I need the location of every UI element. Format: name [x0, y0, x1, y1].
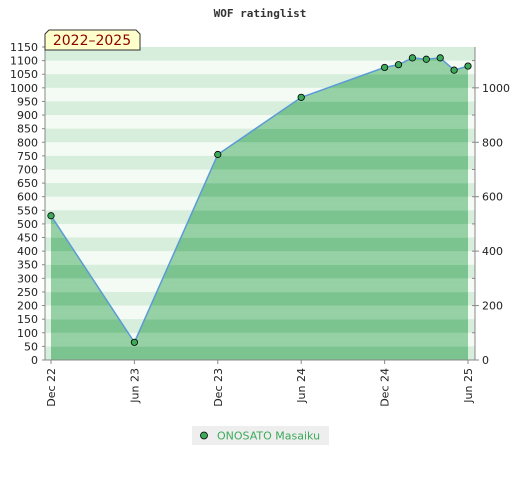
background-band	[45, 101, 475, 109]
area-stripe	[51, 203, 468, 211]
background-band	[45, 60, 475, 68]
right-tick-label: 400	[482, 245, 503, 258]
area-stripe	[51, 230, 468, 238]
data-point	[450, 66, 458, 74]
x-tick-label: Jun 23	[128, 368, 141, 404]
left-tick-label: 650	[17, 177, 38, 190]
area-stripe	[51, 223, 468, 232]
left-tick-label: 50	[24, 340, 38, 353]
x-tick-label: Dec 22	[45, 368, 58, 407]
left-tick-label: 900	[17, 109, 38, 122]
left-tick-label: 200	[17, 300, 38, 313]
left-tick-label: 0	[31, 354, 38, 367]
data-point	[408, 54, 416, 62]
legend-label: ONOSATO Masaiku	[217, 430, 320, 443]
series-markers	[47, 54, 472, 346]
left-tick-label: 1100	[10, 55, 38, 68]
background-band	[45, 115, 475, 123]
left-tick-label: 1050	[10, 68, 38, 81]
data-point	[297, 93, 305, 101]
x-tick-label: Jun 24	[295, 368, 308, 404]
right-tick-label: 600	[482, 191, 503, 204]
left-tick-label: 350	[17, 259, 38, 272]
x-tick-label: Jun 25	[462, 368, 475, 404]
data-point	[47, 212, 55, 220]
period-badge-label: 2022–2025	[53, 33, 131, 49]
area-stripe	[51, 142, 468, 150]
right-tick-label: 800	[482, 136, 503, 149]
area-stripe	[51, 176, 468, 184]
left-tick-label: 1150	[10, 41, 38, 54]
left-tick-label: 150	[17, 313, 38, 326]
background-band	[45, 108, 475, 116]
left-tick-label: 1000	[10, 82, 38, 95]
x-tick-label: Dec 23	[212, 368, 225, 407]
left-tick-label: 750	[17, 150, 38, 163]
period-badge: 2022–2025	[44, 29, 141, 51]
data-point	[436, 54, 444, 62]
area-stripe	[51, 278, 468, 286]
data-point	[130, 338, 138, 346]
chart-title: WOF ratinglist	[214, 7, 307, 20]
area-stripe	[51, 305, 468, 313]
right-axis-ticks: 0 200 400 600 800 1000	[472, 60, 510, 367]
left-axis-ticks: 0501001502002503003504004505005506006507…	[10, 41, 45, 367]
background-band	[45, 53, 475, 61]
background-band	[45, 74, 475, 82]
area-stripe	[51, 285, 468, 293]
left-tick-label: 100	[17, 327, 38, 340]
area-stripe	[51, 312, 468, 320]
legend-marker	[200, 431, 208, 440]
left-tick-label: 700	[17, 163, 38, 176]
area-stripe	[51, 257, 468, 266]
background-band	[45, 81, 475, 89]
area-stripe	[51, 251, 468, 259]
background-band	[45, 87, 475, 95]
period-badge-box	[44, 29, 141, 51]
data-point	[464, 62, 472, 70]
left-tick-label: 250	[17, 286, 38, 299]
background-band	[45, 67, 475, 75]
right-tick-label: 1000	[482, 82, 510, 95]
left-tick-label: 850	[17, 123, 38, 136]
area-stripe	[51, 339, 468, 347]
area-stripe	[51, 169, 468, 177]
data-point	[380, 63, 389, 72]
left-tick-label: 600	[17, 191, 38, 204]
area-stripe	[51, 149, 468, 157]
area-stripe	[51, 332, 468, 340]
right-tick-label: 200	[482, 300, 503, 313]
left-tick-label: 800	[17, 136, 38, 149]
left-tick-label: 550	[17, 204, 38, 217]
left-tick-label: 300	[17, 272, 38, 285]
right-tick-label: 0	[482, 354, 489, 367]
left-tick-label: 400	[17, 245, 38, 258]
x-tick-label: Dec 24	[379, 368, 392, 407]
left-tick-label: 500	[17, 218, 38, 231]
legend: ONOSATO Masaiku	[192, 426, 329, 445]
left-tick-label: 950	[17, 95, 38, 108]
data-point	[214, 150, 222, 159]
data-point	[394, 61, 403, 69]
data-point	[422, 55, 430, 63]
area-stripe	[51, 196, 468, 204]
left-tick-label: 450	[17, 232, 38, 245]
x-axis-ticks: Dec 22 Jun 23 Dec 23 Jun 24 Dec 24 Jun 25	[45, 360, 475, 407]
legend-box	[192, 426, 329, 445]
background-band	[45, 47, 475, 55]
background-band	[45, 94, 475, 102]
